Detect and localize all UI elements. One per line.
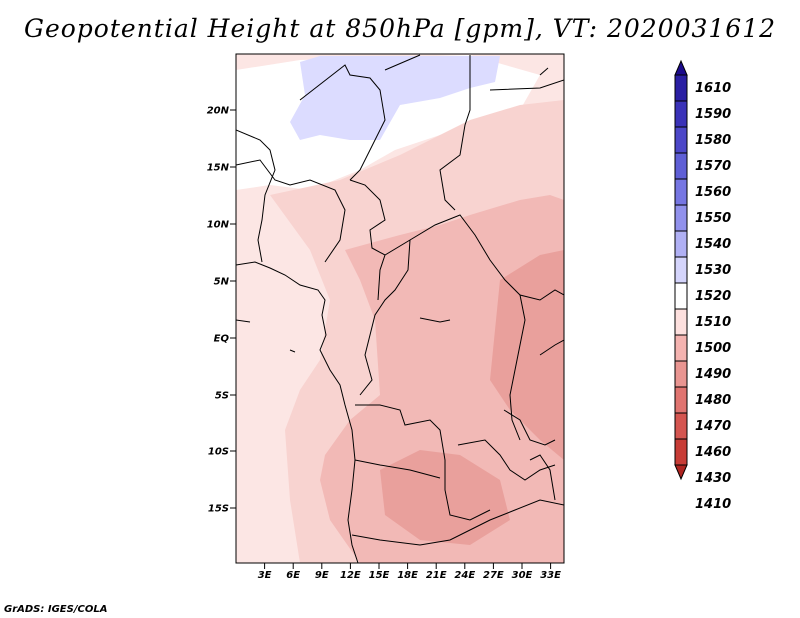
colorbar-label: 1610 [695, 81, 731, 96]
colorbar-swatch [674, 360, 688, 388]
colorbar-label: 1530 [695, 263, 731, 278]
colorbar-swatch [674, 178, 688, 206]
lat-tick-label: 20N [207, 106, 230, 117]
latitude-axis: 20N 15N 10N 5N EQ 5S 10S 15S [207, 106, 236, 515]
grads-credit: GrADS: IGES/COLA [4, 604, 108, 615]
map-frame [235, 53, 565, 564]
lon-tick-label: 18E [397, 570, 418, 581]
field-1480-band [490, 250, 564, 460]
lon-tick-label: 30E [512, 570, 533, 581]
colorbar-top-arrow [674, 59, 688, 76]
lat-tick-label: 15S [208, 504, 229, 515]
lon-tick-label: 27E [483, 570, 504, 581]
colorbar-bottom-arrow [674, 464, 688, 481]
lat-tick-label: 5N [214, 277, 230, 288]
lon-tick-label: 12E [340, 570, 361, 581]
chart-title: Geopotential Height at 850hPa [gpm], VT:… [23, 14, 777, 43]
colorbar-swatch [674, 152, 688, 180]
colorbar-label: 1490 [695, 367, 731, 382]
colorbar-swatch [674, 100, 688, 128]
lon-tick-label: 6E [286, 570, 300, 581]
lon-tick-label: 21E [426, 570, 447, 581]
colorbar-swatch [674, 204, 688, 232]
height-field [236, 54, 564, 563]
colorbar-label: 1570 [695, 159, 731, 174]
colorbar-label: 1540 [695, 237, 731, 252]
lon-tick-label: 33E [540, 570, 561, 581]
lon-tick-label: 9E [315, 570, 329, 581]
colorbar-label: 1500 [695, 341, 731, 356]
colorbar-swatch [674, 438, 688, 466]
colorbar-label: 1520 [695, 289, 731, 304]
colorbar-label: 1550 [695, 211, 731, 226]
colorbar-label: 1480 [695, 393, 731, 408]
colorbar-swatch [674, 308, 688, 336]
lat-tick-label: 5S [215, 391, 229, 402]
colorbar-label: 1430 [695, 471, 731, 486]
colorbar: 1610 1590 1580 1570 1560 1550 1540 1530 1520 1510… [674, 59, 731, 512]
lon-tick-label: 15E [369, 570, 390, 581]
colorbar-label: 1410 [695, 497, 731, 512]
colorbar-swatch [674, 126, 688, 154]
colorbar-label: 1590 [695, 107, 731, 122]
colorbar-label: 1470 [695, 419, 731, 434]
colorbar-label: 1510 [695, 315, 731, 330]
colorbar-label: 1560 [695, 185, 731, 200]
colorbar-swatch [674, 412, 688, 440]
colorbar-label: 1580 [695, 133, 731, 148]
lon-tick-label: 3E [258, 570, 272, 581]
colorbar-swatch [674, 282, 688, 310]
colorbar-swatch [674, 334, 688, 362]
colorbar-label: 1460 [695, 445, 731, 460]
colorbar-swatch [674, 230, 688, 258]
lat-tick-label: 15N [207, 163, 230, 174]
lat-tick-label: EQ [214, 334, 230, 345]
country-borders [236, 54, 564, 563]
field-1520-band [290, 56, 500, 140]
colorbar-swatch [674, 386, 688, 414]
lat-tick-label: 10N [207, 220, 230, 231]
lon-tick-label: 24E [454, 570, 475, 581]
colorbar-swatch [674, 256, 688, 284]
colorbar-swatch [674, 74, 688, 102]
longitude-axis: 3E 6E 9E 12E 15E 18E 21E 24E 27E 30E 33E [258, 563, 561, 581]
lat-tick-label: 10S [208, 447, 229, 458]
field-1480-band [380, 450, 510, 545]
